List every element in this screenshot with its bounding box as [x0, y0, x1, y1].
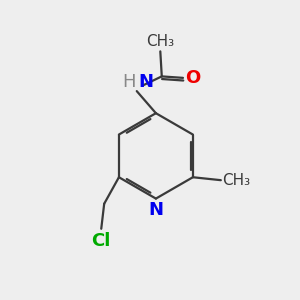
- Text: CH₃: CH₃: [222, 173, 250, 188]
- Text: O: O: [185, 69, 201, 87]
- Text: N: N: [148, 201, 164, 219]
- Text: H: H: [122, 73, 135, 91]
- Text: CH₃: CH₃: [146, 34, 174, 49]
- Text: N: N: [138, 73, 153, 91]
- Text: Cl: Cl: [92, 232, 111, 250]
